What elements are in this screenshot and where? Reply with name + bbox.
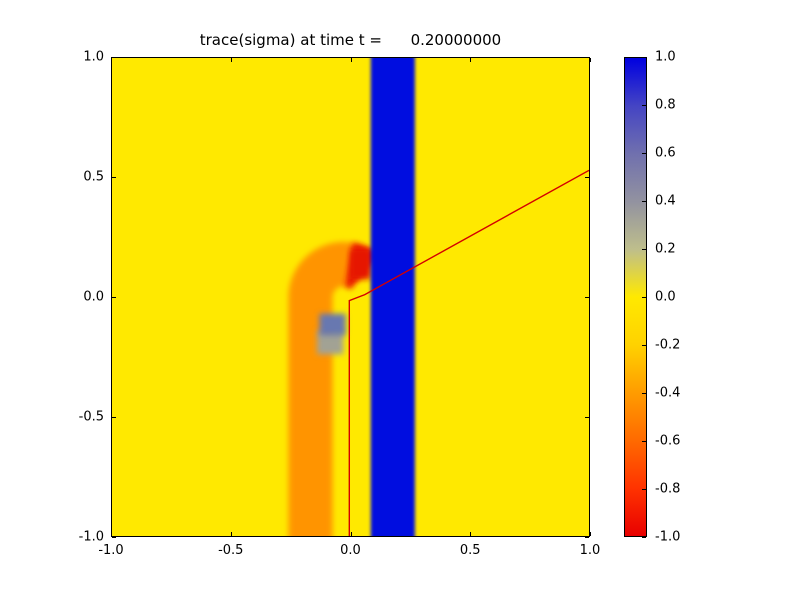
colorbar-gradient xyxy=(625,58,646,536)
y-tick-mark xyxy=(112,417,116,418)
y-tick-label: -1.0 xyxy=(78,529,104,545)
colorbar-tick-mark xyxy=(642,201,646,202)
colorbar-tick-mark xyxy=(642,297,646,298)
plot-area xyxy=(111,57,590,537)
colorbar xyxy=(624,57,647,537)
colorbar-tick-label: 0.6 xyxy=(655,145,676,161)
colorbar-tick-mark xyxy=(642,537,646,538)
red-spot-region xyxy=(350,249,371,280)
colorbar-tick-label: -0.8 xyxy=(655,481,681,497)
x-tick-mark xyxy=(111,58,112,62)
x-tick-label: 0.0 xyxy=(340,543,361,558)
x-tick-mark xyxy=(590,532,591,536)
colorbar-tick-label: 0.4 xyxy=(655,193,676,209)
x-tick-label: 1.0 xyxy=(579,543,601,558)
x-tick-mark xyxy=(230,58,232,62)
y-tick-mark xyxy=(585,177,589,178)
y-tick-mark xyxy=(585,57,589,58)
colorbar-tick-label: -0.2 xyxy=(655,337,681,353)
x-tick-label: 0.5 xyxy=(459,543,481,558)
interface-ray-line xyxy=(349,170,589,536)
colorbar-tick-mark xyxy=(642,57,646,58)
colorbar-tick-mark xyxy=(642,105,646,106)
y-tick-mark xyxy=(112,57,116,58)
colorbar-tick-mark xyxy=(642,489,646,490)
plot-title: trace(sigma) at time t = 0.20000000 xyxy=(199,31,502,49)
colorbar-tick-mark xyxy=(642,153,646,154)
colorbar-tick-mark xyxy=(642,441,646,442)
x-tick-mark xyxy=(590,58,591,62)
heatmap-svg xyxy=(112,58,589,536)
x-tick-mark xyxy=(350,532,352,536)
s-wave-stripe-region xyxy=(370,58,415,536)
x-tick-mark xyxy=(230,532,232,536)
y-tick-label: 1.0 xyxy=(83,49,104,65)
y-tick-mark xyxy=(585,537,589,538)
y-tick-mark xyxy=(112,177,116,178)
x-tick-label: -0.5 xyxy=(218,543,244,558)
y-tick-label: 0.5 xyxy=(83,169,104,185)
x-tick-mark xyxy=(111,532,112,536)
y-tick-mark xyxy=(112,537,116,538)
y-tick-label: -0.5 xyxy=(78,409,104,425)
x-tick-mark xyxy=(470,58,472,62)
y-tick-mark xyxy=(112,297,116,298)
x-tick-mark xyxy=(470,532,472,536)
gray-patch-dark-region xyxy=(319,313,346,336)
colorbar-tick-mark xyxy=(642,345,646,346)
background-region xyxy=(112,58,589,536)
colorbar-tick-label: -0.4 xyxy=(655,385,681,401)
colorbar-tick-mark xyxy=(642,393,646,394)
colorbar-tick-label: 0.0 xyxy=(655,289,676,305)
colorbar-tick-label: 1.0 xyxy=(655,49,676,65)
colorbar-tick-label: -0.6 xyxy=(655,433,681,449)
colorbar-tick-label: 0.2 xyxy=(655,241,676,257)
colorbar-tick-label: -1.0 xyxy=(655,529,681,545)
colorbar-tick-label: 0.8 xyxy=(655,97,676,113)
gray-patch-light-region xyxy=(317,330,344,355)
x-tick-label: -1.0 xyxy=(98,543,124,558)
y-tick-label: 0.0 xyxy=(83,289,104,305)
colorbar-tick-mark xyxy=(642,249,646,250)
y-tick-mark xyxy=(585,297,589,298)
x-tick-mark xyxy=(350,58,352,62)
p-wave-hook-region xyxy=(288,242,379,536)
y-tick-mark xyxy=(585,417,589,418)
